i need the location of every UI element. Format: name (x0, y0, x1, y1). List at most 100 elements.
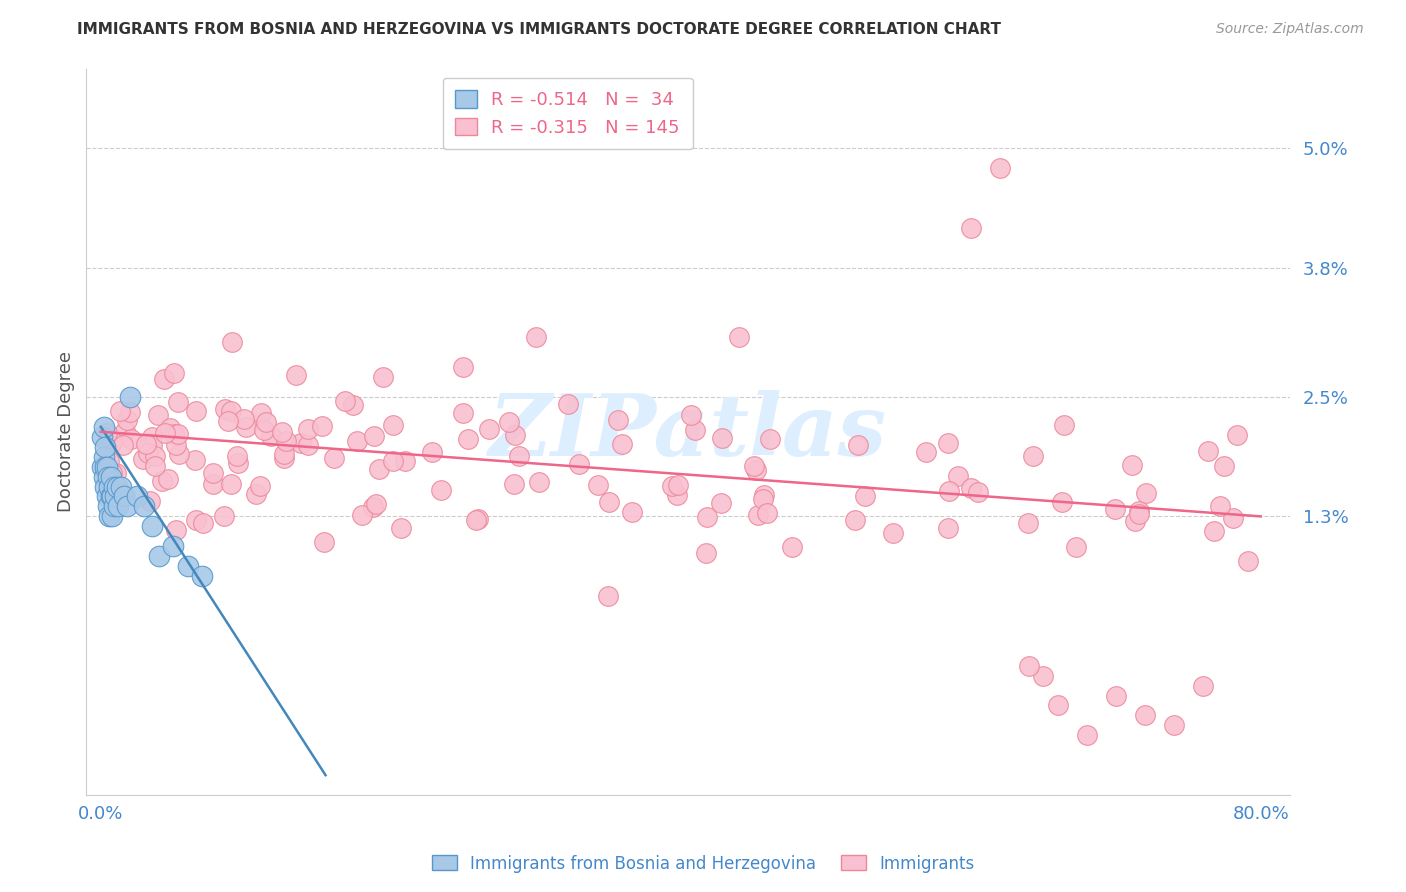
Point (1222, 511, 1244, 525)
Text: ZIPatlas: ZIPatlas (489, 390, 887, 474)
Point (226, 456, 249, 470)
Point (273, 451, 295, 466)
Point (94, 479, 117, 493)
Point (233, 412, 256, 426)
Point (297, 422, 319, 436)
Point (254, 415, 277, 429)
Point (1133, 708, 1156, 723)
Point (389, 521, 412, 535)
Point (936, 436, 959, 450)
Point (988, 161, 1011, 175)
Point (120, 405, 142, 419)
Point (260, 429, 283, 443)
Point (394, 453, 416, 467)
Point (1191, 679, 1213, 693)
Point (311, 419, 333, 434)
Point (150, 474, 173, 488)
Point (598, 495, 620, 509)
Point (120, 433, 142, 447)
Point (527, 475, 550, 490)
Point (681, 409, 703, 423)
Point (167, 394, 190, 409)
Point (696, 509, 718, 524)
Point (666, 478, 689, 492)
Point (882, 525, 904, 540)
Point (103, 500, 125, 514)
Point (217, 414, 239, 428)
Point (193, 516, 215, 531)
Point (1226, 427, 1249, 442)
Point (153, 425, 176, 440)
Point (105, 479, 128, 493)
Point (177, 559, 200, 574)
Point (270, 425, 292, 440)
Point (96, 490, 118, 504)
Point (1197, 443, 1219, 458)
Point (382, 418, 405, 433)
Point (363, 429, 385, 443)
Point (853, 489, 876, 503)
Point (1204, 524, 1226, 538)
Point (97, 500, 120, 514)
Point (94, 459, 117, 474)
Point (214, 401, 236, 416)
Point (610, 437, 633, 451)
Point (508, 449, 530, 463)
Point (297, 438, 319, 452)
Point (125, 490, 148, 504)
Point (245, 487, 267, 501)
Point (159, 421, 181, 435)
Point (165, 438, 187, 452)
Point (759, 432, 782, 446)
Point (91, 459, 114, 474)
Point (1209, 500, 1232, 514)
Point (273, 447, 295, 461)
Point (96, 459, 118, 474)
Point (557, 396, 579, 410)
Point (1017, 516, 1039, 530)
Point (114, 424, 136, 438)
Point (453, 360, 475, 375)
Point (366, 497, 388, 511)
Point (323, 451, 346, 466)
Point (1212, 458, 1234, 473)
Point (1105, 689, 1128, 703)
Point (1050, 495, 1073, 509)
Point (467, 512, 489, 526)
Point (1237, 554, 1260, 568)
Point (212, 508, 235, 523)
Point (219, 404, 242, 418)
Point (915, 444, 938, 458)
Point (94, 440, 117, 454)
Point (167, 427, 190, 442)
Point (108, 404, 131, 418)
Point (184, 404, 207, 418)
Point (98, 454, 121, 468)
Point (101, 509, 124, 524)
Point (314, 534, 336, 549)
Point (744, 458, 766, 473)
Point (588, 478, 610, 492)
Point (98, 509, 121, 524)
Point (138, 446, 160, 460)
Point (163, 426, 186, 441)
Point (131, 452, 153, 467)
Point (342, 398, 364, 412)
Point (1123, 515, 1146, 529)
Point (727, 330, 749, 344)
Point (134, 500, 156, 514)
Point (1022, 450, 1045, 464)
Point (1018, 658, 1040, 673)
Point (253, 424, 276, 438)
Point (1104, 501, 1126, 516)
Point (361, 500, 384, 515)
Point (1128, 504, 1150, 518)
Point (93, 450, 115, 464)
Point (115, 413, 138, 427)
Point (711, 431, 734, 445)
Point (382, 454, 405, 468)
Point (465, 513, 488, 527)
Legend: R = -0.514   N =  34, R = -0.315   N = 145: R = -0.514 N = 34, R = -0.315 N = 145 (443, 78, 693, 150)
Point (755, 506, 778, 520)
Point (498, 416, 520, 430)
